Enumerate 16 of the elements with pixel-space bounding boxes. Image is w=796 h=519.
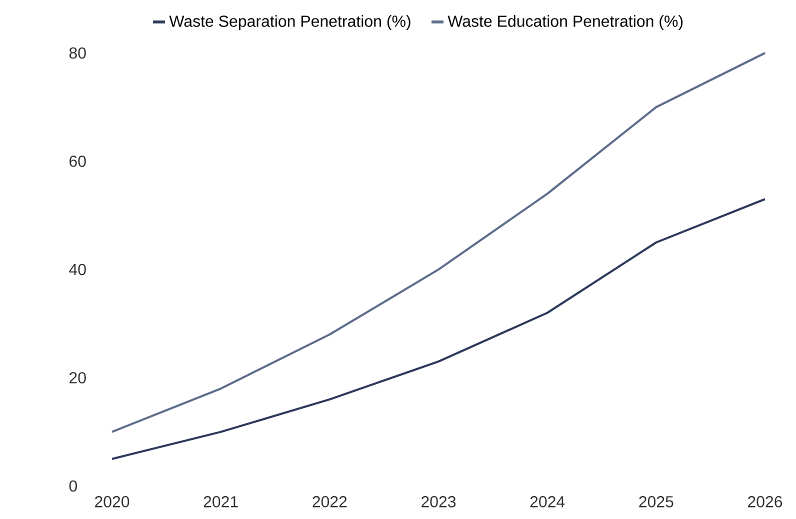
y-tick-label: 0 xyxy=(69,480,77,492)
line-series xyxy=(110,52,766,433)
x-tick-label: 2021 xyxy=(204,496,238,508)
line-series xyxy=(110,198,766,460)
y-tick-label: 40 xyxy=(69,264,86,276)
x-tick-label: 2023 xyxy=(422,496,456,508)
x-tick-label: 2026 xyxy=(748,496,782,508)
x-tick-label: 2025 xyxy=(639,496,674,508)
y-tick-label: 80 xyxy=(69,47,86,59)
y-tick-label: 20 xyxy=(70,372,86,384)
legend-label: Waste Education Penetration (%) xyxy=(448,15,683,30)
x-tick-label: 2024 xyxy=(530,496,565,508)
x-tick-label: 2020 xyxy=(95,496,130,508)
y-tick-label: 60 xyxy=(70,156,86,167)
legend-label: Waste Separation Penetration (%) xyxy=(169,15,410,30)
x-tick-label: 2022 xyxy=(312,496,347,508)
